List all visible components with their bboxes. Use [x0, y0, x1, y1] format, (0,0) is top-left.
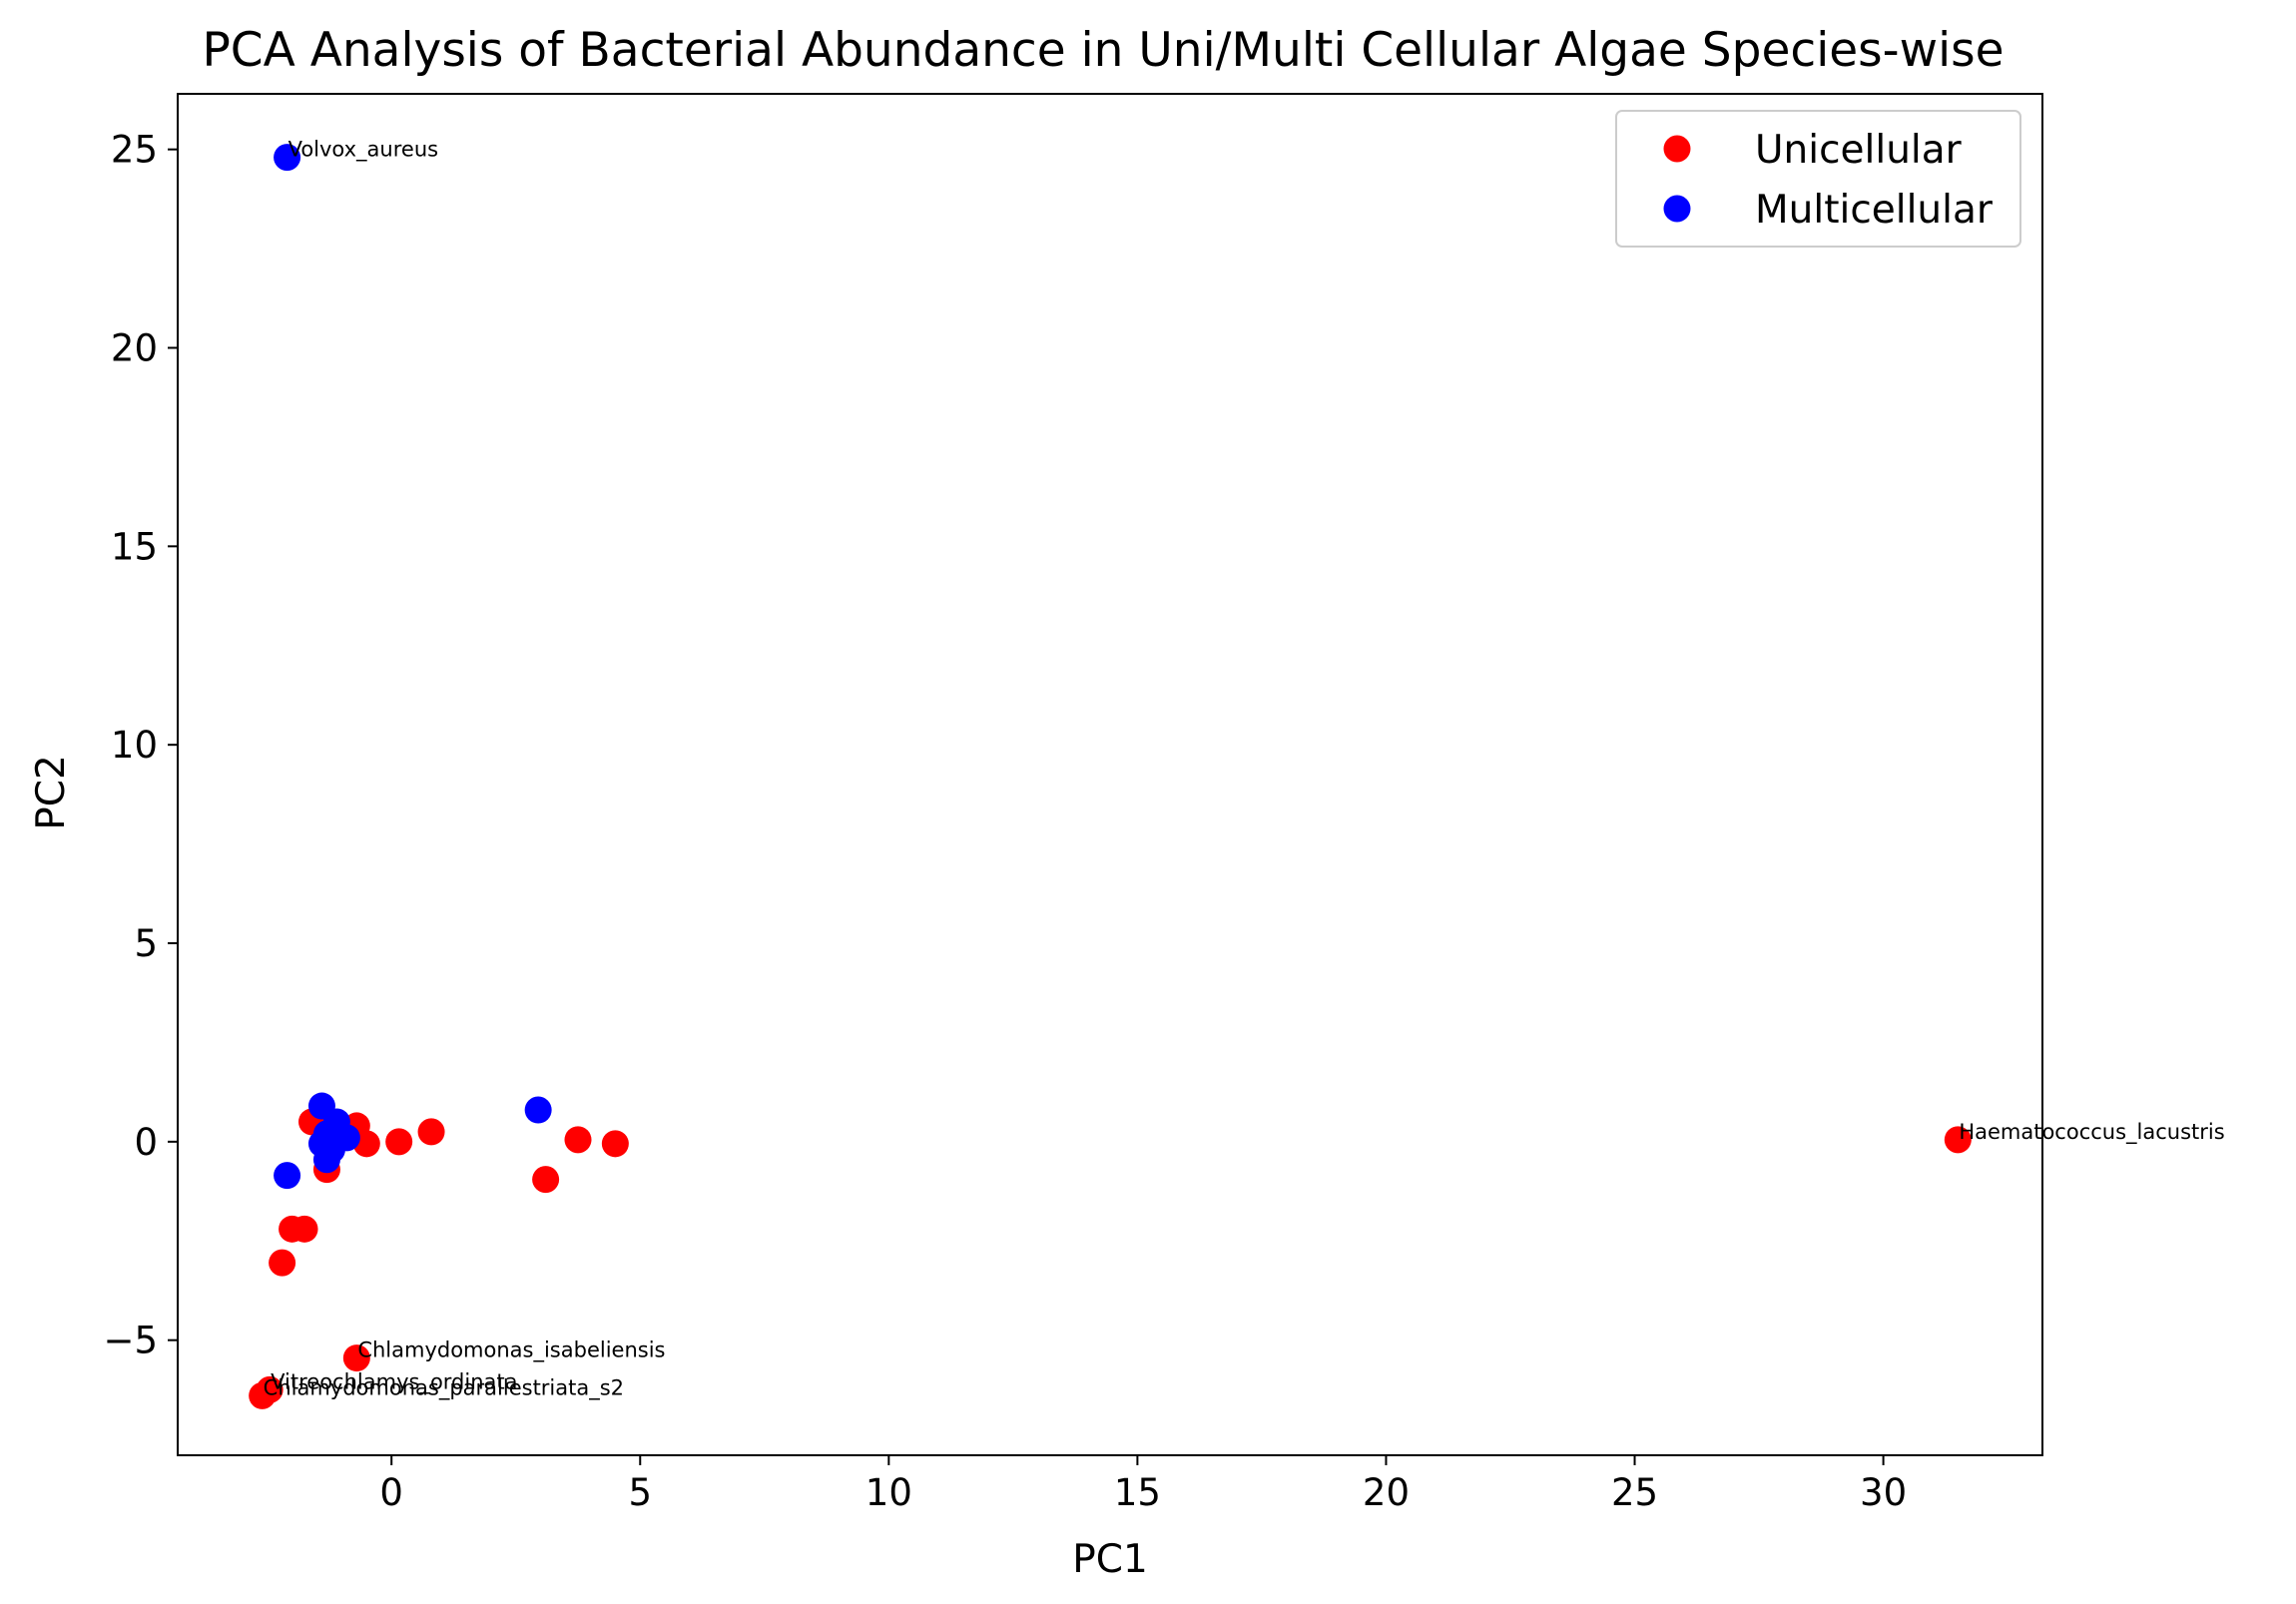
- y-tick-label: 15: [111, 525, 158, 568]
- unicellular-point: [342, 1344, 370, 1372]
- point-annotation: Volvox_aureus: [288, 138, 439, 163]
- x-tick-label: 15: [1114, 1471, 1161, 1514]
- legend-marker-multicellular: [1663, 195, 1691, 223]
- unicellular-point: [269, 1249, 296, 1277]
- multicellular-point: [524, 1096, 552, 1124]
- y-tick-label: 25: [111, 129, 158, 172]
- legend: Unicellular Multicellular: [1615, 110, 2021, 248]
- legend-box: [1615, 110, 2021, 248]
- legend-label-unicellular: Unicellular: [1755, 128, 1963, 173]
- plot-frame: [177, 93, 2043, 1456]
- y-tick-label: 20: [111, 327, 158, 370]
- y-axis-label: PC2: [29, 755, 74, 830]
- y-tick-label: 5: [134, 922, 158, 965]
- point-annotation: Chlamydomonas_parallestriata_s2: [264, 1375, 624, 1400]
- unicellular-point: [385, 1128, 413, 1156]
- y-tick-label: 0: [134, 1121, 158, 1164]
- multicellular-point: [312, 1146, 340, 1174]
- unicellular-point: [564, 1126, 592, 1154]
- series-unicellular: [249, 1108, 1972, 1409]
- x-tick-label: 10: [865, 1471, 912, 1514]
- point-annotation: Chlamydomonas_isabeliensis: [357, 1338, 665, 1363]
- unicellular-point: [601, 1130, 629, 1158]
- unicellular-point: [532, 1166, 560, 1194]
- x-tick-label: 25: [1611, 1471, 1658, 1514]
- chart-title: PCA Analysis of Bacterial Abundance in U…: [202, 23, 2004, 78]
- legend-marker-unicellular: [1663, 135, 1691, 163]
- point-annotation: Vitreochlamys_ordinata: [271, 1369, 517, 1394]
- multicellular-point: [274, 144, 301, 172]
- unicellular-point: [249, 1381, 277, 1409]
- x-tick-label: 30: [1860, 1471, 1907, 1514]
- x-tick-label: 5: [628, 1471, 652, 1514]
- unicellular-point: [290, 1215, 318, 1243]
- x-tick-label: 20: [1363, 1471, 1410, 1514]
- y-tick-label: −5: [103, 1320, 158, 1362]
- unicellular-point: [417, 1118, 445, 1146]
- series-multicellular: [274, 144, 552, 1190]
- multicellular-point: [274, 1162, 301, 1190]
- y-tick-label: 10: [111, 724, 158, 767]
- x-axis-label: PC1: [1072, 1537, 1148, 1582]
- x-tick-label: 0: [379, 1471, 403, 1514]
- unicellular-point: [1944, 1126, 1972, 1154]
- legend-label-multicellular: Multicellular: [1755, 188, 1994, 233]
- plot-area: 0 5 10 15 20 25 30 −5 0 5 10 15 20 25 Volvox_aureus Hae…: [103, 93, 2225, 1514]
- point-annotation: Haematococcus_lacustris: [1959, 1120, 2224, 1145]
